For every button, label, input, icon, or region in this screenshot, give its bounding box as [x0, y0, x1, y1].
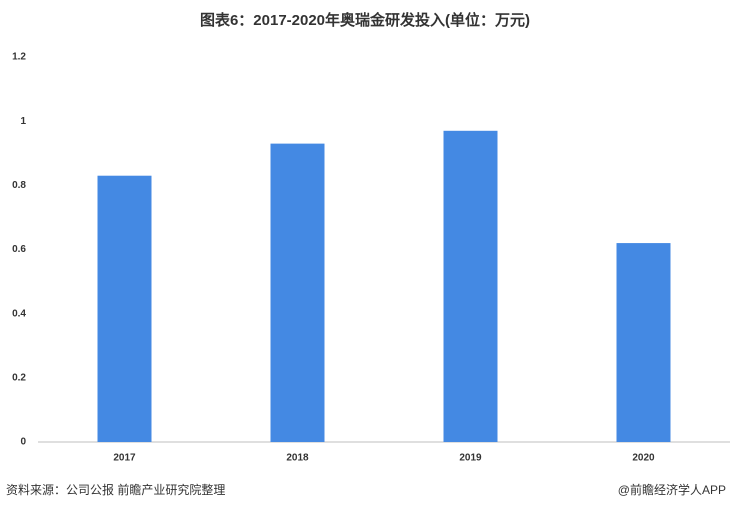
y-tick-label: 0.4: [12, 308, 26, 319]
source-note: 资料来源：公司公报 前瞻产业研究院整理: [6, 482, 225, 497]
x-tick-label: 2019: [459, 453, 482, 464]
y-tick-label: 1.2: [12, 52, 26, 63]
y-tick-label: 0.8: [12, 180, 26, 191]
y-tick-label: 0.6: [12, 244, 26, 255]
bar: [616, 243, 671, 442]
chart-title: 图表6：2017-2020年奥瑞金研发投入(单位：万元): [200, 11, 530, 29]
credit: @前瞻经济学人APP: [618, 482, 726, 497]
bar: [443, 130, 498, 442]
x-tick-label: 2017: [113, 453, 136, 464]
y-tick-label: 1: [20, 116, 26, 127]
y-tick-label: 0: [20, 437, 26, 448]
bar: [97, 175, 152, 443]
y-tick-label: 0.2: [12, 372, 26, 383]
x-tick-label: 2020: [632, 453, 655, 464]
x-tick-label: 2018: [286, 453, 309, 464]
bar: [270, 143, 325, 442]
